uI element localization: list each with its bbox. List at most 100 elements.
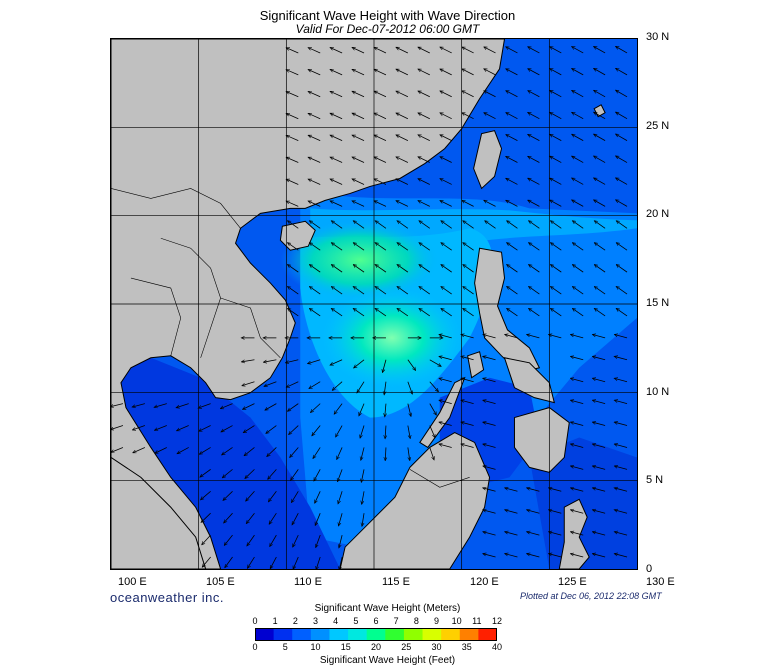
wave-arrow — [528, 69, 540, 76]
wave-arrow — [353, 287, 365, 295]
longitude-label: 125 E — [558, 576, 587, 588]
wave-arrow — [330, 359, 343, 365]
colorbar-segment — [273, 628, 293, 641]
longitude-label: 110 E — [294, 576, 322, 588]
wave-arrow — [461, 378, 474, 383]
wave-arrow — [439, 444, 452, 448]
plotted-timestamp: Plotted at Dec 06, 2012 22:08 GMT — [520, 591, 662, 601]
wave-arrow — [505, 335, 518, 339]
wave-arrow — [291, 469, 299, 480]
wave-arrow — [362, 491, 365, 504]
wave-arrow — [267, 447, 277, 456]
wave-arrow — [338, 491, 343, 503]
colorbar-segment — [366, 628, 386, 641]
wave-arrow — [463, 287, 474, 295]
wave-arrow — [338, 469, 343, 481]
wave-arrow — [200, 447, 211, 454]
wave-arrow — [507, 309, 518, 317]
wave-arrow — [310, 221, 321, 229]
wave-arrow — [248, 556, 255, 568]
wave-arrow — [440, 179, 452, 185]
wave-arrow — [223, 469, 233, 477]
wave-arrow — [292, 491, 299, 502]
wave-arrow — [309, 381, 321, 389]
wave-arrow — [616, 309, 628, 317]
wave-arrow — [571, 466, 584, 470]
wave-arrow — [198, 403, 211, 408]
wave-arrow — [418, 113, 430, 120]
wave-arrow — [242, 359, 255, 362]
land-palawan — [419, 376, 466, 449]
wave-arrow — [293, 534, 299, 547]
wave-arrow — [419, 221, 431, 229]
wave-arrow — [528, 91, 540, 98]
wave-arrow — [615, 356, 628, 361]
wave-arrow — [330, 157, 343, 163]
wave-arrow — [429, 447, 434, 459]
wave-arrow — [529, 243, 540, 251]
colorbar-segment — [478, 628, 497, 641]
wave-arrow — [440, 135, 452, 141]
wave-arrow — [315, 491, 321, 503]
wave-arrow — [615, 532, 628, 536]
wave-direction-arrows — [111, 47, 628, 569]
wave-arrow — [308, 92, 321, 98]
wave-arrow — [202, 534, 211, 545]
wave-arrow — [418, 47, 430, 54]
wave-arrow — [332, 381, 343, 391]
wave-arrow — [550, 47, 562, 54]
wave-arrow — [594, 90, 606, 98]
legend-feet-tick: 35 — [461, 642, 472, 652]
wave-arrow — [529, 287, 540, 295]
wave-arrow — [308, 48, 321, 54]
wave-arrow — [463, 243, 474, 251]
wave-arrow — [407, 403, 411, 417]
land-sumatra — [111, 456, 207, 569]
graticule — [111, 39, 637, 569]
wave-arrow — [616, 178, 628, 185]
wave-arrow — [310, 265, 321, 273]
wave-arrow — [310, 309, 321, 317]
wave-arrow — [505, 554, 518, 558]
wave-arrow — [440, 69, 452, 76]
legend-meters-tick: 3 — [312, 616, 319, 626]
wave-arrow — [594, 178, 606, 185]
land-taiwan — [473, 130, 503, 190]
wave-arrow — [594, 134, 606, 141]
wave-arrow — [549, 488, 562, 492]
wave-arrow — [332, 265, 343, 273]
wave-arrow — [527, 532, 540, 536]
wave-arrow — [247, 534, 255, 546]
wave-arrow — [441, 265, 452, 273]
wave-arrow — [286, 157, 299, 163]
wave-arrow — [316, 556, 321, 569]
wave-arrow — [461, 335, 474, 339]
legend-feet-tick: 25 — [401, 642, 412, 652]
wave-arrow — [244, 425, 255, 433]
wave-arrow — [571, 444, 584, 448]
wave-arrow — [359, 403, 365, 416]
legend-feet-tick: 5 — [282, 642, 288, 652]
chart-title: Significant Wave Height with Wave Direct… — [259, 8, 516, 23]
wave-arrow — [133, 425, 146, 430]
wave-arrow — [312, 425, 321, 436]
legend-meters-tick: 5 — [353, 616, 359, 626]
longitude-label: 130 E — [646, 576, 675, 588]
wave-arrow — [439, 335, 452, 339]
chart-subtitle: Valid For Dec-07-2012 06:00 GMT — [295, 22, 480, 36]
wave-arrow — [440, 91, 452, 98]
legend-feet-tick: 20 — [370, 642, 382, 652]
wave-arrow — [337, 447, 343, 459]
wave-arrow — [441, 243, 452, 251]
wave-arrow — [375, 221, 387, 229]
wave-arrow — [507, 287, 518, 295]
wave-arrow — [595, 287, 606, 295]
wave-arrow — [311, 403, 321, 413]
wave-arrow — [439, 356, 452, 361]
wave-arrow — [616, 156, 628, 163]
legend-meters-tick: 0 — [252, 616, 258, 626]
longitude-label: 120 E — [470, 576, 499, 588]
wave-arrow — [334, 403, 343, 414]
wave-arrow — [484, 200, 496, 207]
colorbar-border — [255, 628, 497, 641]
